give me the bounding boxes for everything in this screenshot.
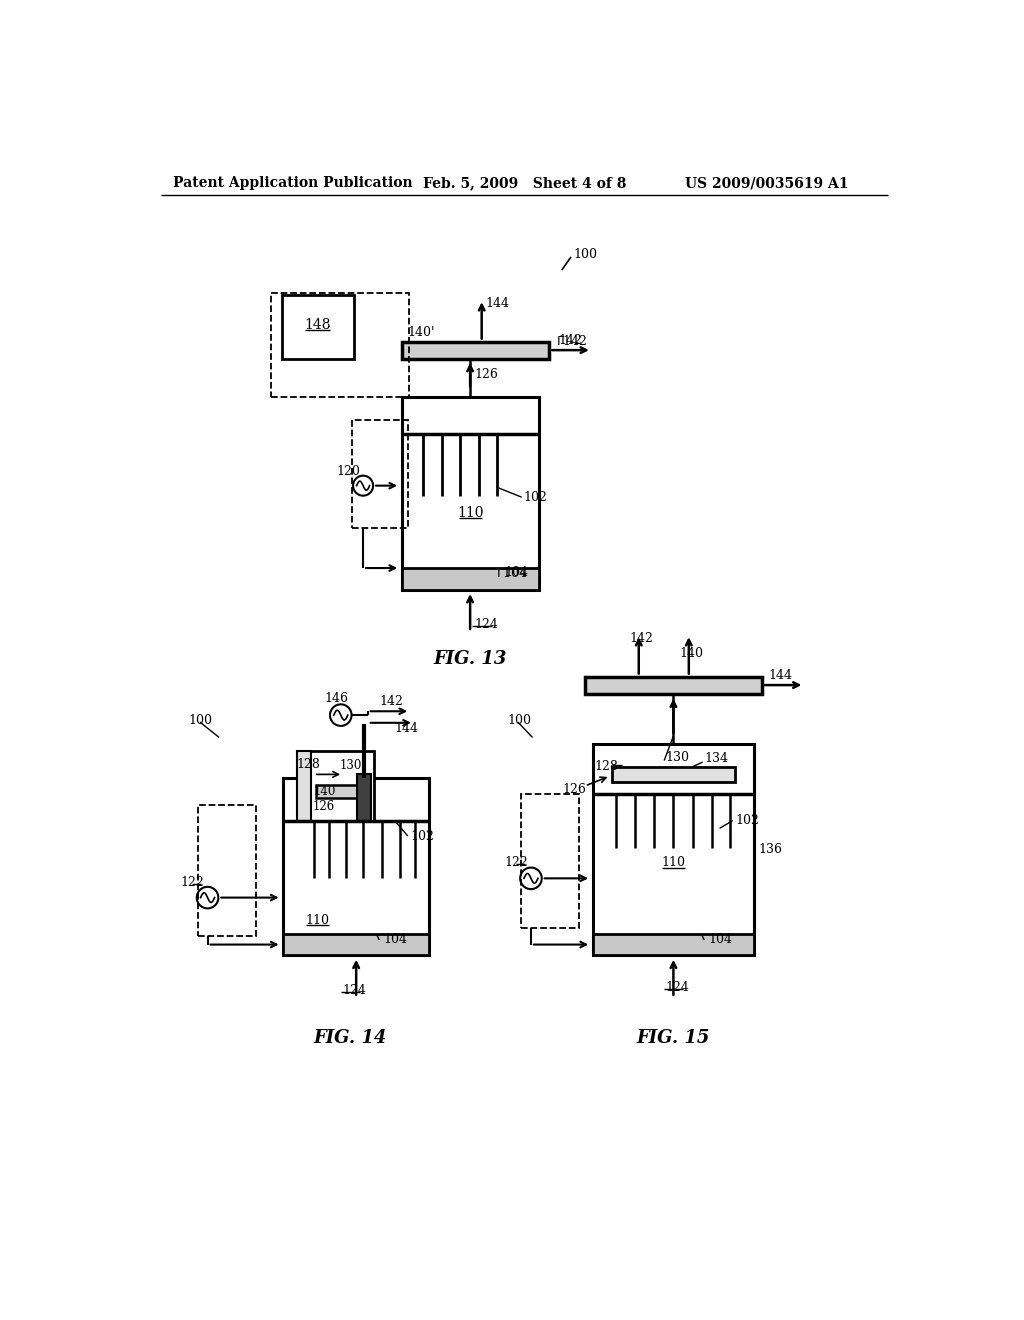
Text: $\Gamma$142: $\Gamma$142 <box>556 334 587 348</box>
Text: 100: 100 <box>508 714 531 727</box>
Text: 102: 102 <box>410 829 434 842</box>
Text: 124: 124 <box>474 618 498 631</box>
Bar <box>283 779 429 956</box>
Bar <box>357 775 371 821</box>
Text: 104: 104 <box>383 933 408 946</box>
Bar <box>585 677 762 693</box>
Text: 142: 142 <box>559 334 583 347</box>
Text: 144: 144 <box>394 722 419 735</box>
Text: 128: 128 <box>594 760 617 774</box>
Bar <box>283 294 354 359</box>
Bar <box>521 793 579 928</box>
Text: 126: 126 <box>562 783 587 796</box>
Text: 126: 126 <box>312 800 335 813</box>
Text: Feb. 5, 2009   Sheet 4 of 8: Feb. 5, 2009 Sheet 4 of 8 <box>423 176 627 190</box>
Bar <box>316 785 362 797</box>
Bar <box>297 751 310 821</box>
Bar <box>401 568 539 590</box>
Text: FIG. 15: FIG. 15 <box>637 1028 710 1047</box>
Bar <box>401 397 539 590</box>
Text: Patent Application Publication: Patent Application Publication <box>173 176 413 190</box>
Text: 120: 120 <box>336 465 360 478</box>
Text: 124: 124 <box>342 983 367 997</box>
Bar <box>270 293 410 397</box>
Text: 110: 110 <box>662 857 685 870</box>
Text: FIG. 14: FIG. 14 <box>313 1028 387 1047</box>
Text: 102: 102 <box>523 491 547 504</box>
Text: 104: 104 <box>708 933 732 946</box>
Text: 128: 128 <box>297 758 321 771</box>
Text: 110: 110 <box>306 915 330 927</box>
Text: 144: 144 <box>485 297 510 310</box>
Text: 126: 126 <box>474 367 498 380</box>
Text: 100: 100 <box>188 714 212 727</box>
Bar <box>593 743 755 956</box>
Text: 110: 110 <box>457 506 483 520</box>
Text: $\Gamma$104: $\Gamma$104 <box>497 566 528 579</box>
Text: 146: 146 <box>325 692 349 705</box>
Text: 104: 104 <box>504 566 528 579</box>
Text: 130: 130 <box>666 751 690 764</box>
Text: 140': 140' <box>408 326 435 339</box>
Text: 124: 124 <box>666 981 689 994</box>
Text: 100: 100 <box>573 248 597 261</box>
Text: 148: 148 <box>304 318 331 333</box>
Text: 136: 136 <box>758 843 782 857</box>
Bar <box>611 767 735 781</box>
Bar <box>297 751 374 821</box>
Text: 130: 130 <box>339 759 361 772</box>
Text: 122: 122 <box>504 857 527 870</box>
Text: FIG. 13: FIG. 13 <box>433 649 507 668</box>
Text: 140: 140 <box>313 785 336 797</box>
Text: 144: 144 <box>768 669 793 682</box>
Text: 140: 140 <box>680 647 703 660</box>
Bar <box>283 933 429 956</box>
Text: 102: 102 <box>735 814 759 828</box>
Text: 142: 142 <box>630 631 653 644</box>
Bar <box>401 342 550 359</box>
Bar <box>593 933 755 956</box>
Text: 142: 142 <box>379 694 403 708</box>
Bar <box>352 420 408 528</box>
Bar <box>199 805 256 936</box>
Text: 122: 122 <box>180 875 205 888</box>
Text: US 2009/0035619 A1: US 2009/0035619 A1 <box>685 176 849 190</box>
Text: 134: 134 <box>705 752 728 766</box>
